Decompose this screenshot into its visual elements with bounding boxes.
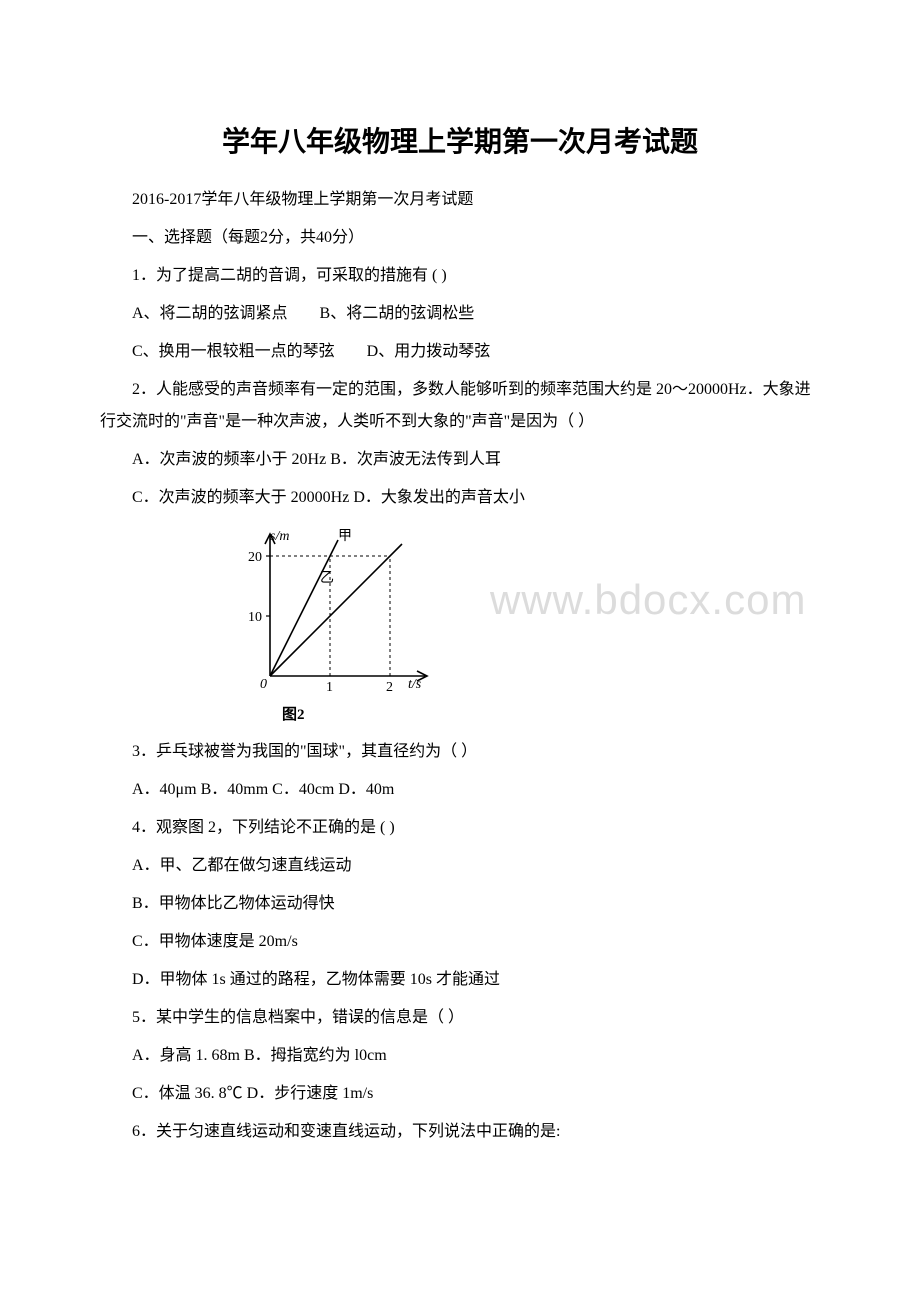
chart-line-a-label: 甲 <box>338 529 352 544</box>
q4-option-d: D．甲物体 1s 通过的路程，乙物体需要 10s 才能通过 <box>100 964 820 996</box>
y-tick-20: 20 <box>248 550 262 565</box>
q6-stem: 6．关于匀速直线运动和变速直线运动，下列说法中正确的是: <box>100 1116 820 1148</box>
q2-stem: 2．人能感受的声音频率有一定的范围，多数人能够听到的频率范围大约是 20～200… <box>100 374 820 438</box>
q2-options-row2: C．次声波的频率大于 20000Hz D．大象发出的声音太小 <box>100 482 820 514</box>
subtitle: 2016-2017学年八年级物理上学期第一次月考试题 <box>100 184 820 216</box>
q5-stem: 5．某中学生的信息档案中，错误的信息是（ ） <box>100 1002 820 1034</box>
q1-options-row2: C、换用一根较粗一点的琴弦 D、用力拨动琴弦 <box>100 336 820 368</box>
q1-stem: 1．为了提高二胡的音调，可采取的措施有 ( ) <box>100 260 820 292</box>
q4-option-b: B．甲物体比乙物体运动得快 <box>100 888 820 920</box>
section-heading: 一、选择题（每题2分，共40分） <box>100 222 820 254</box>
q1-options-row1: A、将二胡的弦调紧点 B、将二胡的弦调松些 <box>100 298 820 330</box>
q5-options-row1: A．身高 1. 68m B．拇指宽约为 l0cm <box>100 1040 820 1072</box>
chart-line-b-label: 乙 <box>320 570 334 586</box>
chart-line-a <box>270 540 338 676</box>
q3-stem: 3．乒乓球被誉为我国的"国球"，其直径约为（ ） <box>100 736 820 768</box>
q4-option-c: C．甲物体速度是 20m/s <box>100 926 820 958</box>
q3-options: A．40μm B．40mm C．40cm D．40m <box>100 774 820 806</box>
x-axis-label: t/s <box>408 677 422 692</box>
page-title: 学年八年级物理上学期第一次月考试题 <box>100 120 820 160</box>
q5-options-row2: C．体温 36. 8℃ D．步行速度 1m/s <box>100 1078 820 1110</box>
y-axis-label: s/m <box>270 529 289 544</box>
y-tick-10: 10 <box>248 610 262 625</box>
q2-options-row1: A．次声波的频率小于 20Hz B．次声波无法传到人耳 <box>100 444 820 476</box>
x-tick-1: 1 <box>326 680 333 695</box>
chart-line-b <box>270 544 402 676</box>
q4-stem: 4．观察图 2，下列结论不正确的是 ( ) <box>100 812 820 844</box>
chart-svg: 0 s/m 10 20 1 2 t/s 甲 乙 <box>230 526 430 696</box>
svg-text:0: 0 <box>260 677 267 692</box>
watermark-text: www.bdocx.com <box>490 576 806 624</box>
chart-figure-2: www.bdocx.com 0 s/m 10 20 1 2 t/s 甲 乙 图2 <box>230 526 820 724</box>
q4-option-a: A．甲、乙都在做匀速直线运动 <box>100 850 820 882</box>
x-tick-2: 2 <box>386 680 393 695</box>
chart-caption: 图2 <box>282 703 820 724</box>
